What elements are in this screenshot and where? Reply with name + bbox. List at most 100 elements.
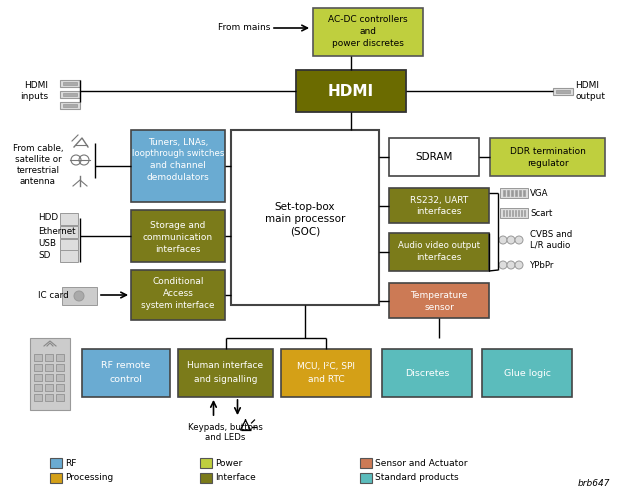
Bar — [131, 210, 225, 262]
Bar — [62, 287, 97, 305]
Text: MCU, I²C, SPI: MCU, I²C, SPI — [297, 361, 355, 370]
Bar — [56, 354, 64, 361]
Text: communication: communication — [143, 233, 213, 242]
Text: From mains: From mains — [218, 23, 270, 33]
Text: Scart: Scart — [530, 208, 553, 217]
Text: Discretes: Discretes — [405, 368, 449, 378]
Text: and RTC: and RTC — [308, 375, 344, 384]
Text: demodulators: demodulators — [147, 174, 210, 183]
Text: Keypads, buttons: Keypads, buttons — [188, 424, 263, 433]
Bar — [503, 190, 505, 196]
Bar — [521, 210, 522, 216]
Text: Ethernet: Ethernet — [38, 227, 75, 236]
Bar — [82, 349, 170, 397]
Text: HDMI
inputs: HDMI inputs — [20, 81, 48, 101]
Text: YPbPr: YPbPr — [530, 260, 555, 269]
Bar — [231, 130, 379, 305]
Text: Power: Power — [215, 458, 242, 467]
Circle shape — [515, 261, 523, 269]
Text: and LEDs: and LEDs — [205, 433, 246, 442]
Circle shape — [499, 261, 507, 269]
Text: interfaces: interfaces — [155, 245, 201, 253]
Bar — [60, 102, 80, 109]
Bar — [389, 283, 489, 318]
Bar — [313, 8, 423, 56]
Bar — [200, 473, 212, 483]
Bar — [389, 233, 489, 271]
Text: Interface: Interface — [215, 474, 256, 483]
Bar — [56, 384, 64, 391]
Bar — [524, 210, 525, 216]
Text: loopthrough switches: loopthrough switches — [132, 149, 224, 158]
Bar — [60, 91, 80, 98]
Bar — [490, 138, 605, 176]
Bar — [34, 354, 42, 361]
Text: IC card: IC card — [38, 291, 69, 299]
Bar — [56, 364, 64, 371]
Bar — [389, 138, 479, 176]
Bar — [382, 349, 472, 397]
Text: Glue logic: Glue logic — [503, 368, 551, 378]
Text: Sensor and Actuator: Sensor and Actuator — [375, 458, 468, 467]
Bar — [50, 458, 62, 468]
Bar — [389, 188, 489, 223]
Bar — [50, 473, 62, 483]
Bar — [45, 364, 53, 371]
Bar — [500, 188, 528, 198]
Text: Storage and: Storage and — [150, 220, 206, 230]
Text: and channel: and channel — [150, 161, 206, 170]
Text: HDMI: HDMI — [328, 84, 374, 99]
Bar — [503, 210, 504, 216]
Text: system interface: system interface — [141, 301, 215, 310]
Bar — [360, 473, 372, 483]
Bar — [506, 210, 507, 216]
Text: Conditional: Conditional — [153, 278, 204, 287]
Text: (SOC): (SOC) — [290, 227, 320, 237]
Bar — [45, 374, 53, 381]
Circle shape — [74, 291, 84, 301]
Text: brb647: brb647 — [577, 479, 610, 488]
Bar — [34, 364, 42, 371]
Bar — [56, 374, 64, 381]
Bar — [34, 384, 42, 391]
Bar — [63, 93, 77, 96]
Bar — [512, 210, 513, 216]
Bar — [515, 210, 516, 216]
Bar — [518, 210, 519, 216]
Text: USB: USB — [38, 240, 56, 248]
Text: power discretes: power discretes — [332, 40, 404, 49]
Bar — [178, 349, 273, 397]
Text: regulator: regulator — [527, 159, 568, 168]
Bar — [60, 250, 78, 262]
Text: and: and — [360, 28, 377, 37]
Bar — [553, 88, 573, 95]
Text: interfaces: interfaces — [417, 253, 461, 262]
Bar — [556, 90, 570, 93]
Text: HDMI
output: HDMI output — [575, 81, 605, 101]
Bar — [30, 338, 70, 410]
Text: CVBS and
L/R audio: CVBS and L/R audio — [530, 230, 572, 249]
Bar — [482, 349, 572, 397]
Bar — [60, 80, 80, 87]
Text: Set-top-box: Set-top-box — [275, 202, 335, 212]
Text: and signalling: and signalling — [194, 375, 257, 384]
Text: SDRAM: SDRAM — [415, 152, 453, 162]
Bar — [511, 190, 513, 196]
Circle shape — [515, 236, 523, 244]
Bar — [34, 374, 42, 381]
Bar — [281, 349, 371, 397]
Bar — [360, 458, 372, 468]
Bar — [509, 210, 510, 216]
Bar — [131, 130, 225, 202]
Bar — [34, 394, 42, 401]
Text: RF: RF — [65, 458, 77, 467]
Text: VGA: VGA — [530, 189, 549, 198]
Bar — [131, 270, 225, 320]
Bar — [45, 384, 53, 391]
Bar — [296, 70, 406, 112]
Bar — [63, 104, 77, 107]
Bar — [507, 190, 509, 196]
Text: AC-DC controllers: AC-DC controllers — [328, 15, 408, 24]
Circle shape — [507, 236, 515, 244]
Text: main processor: main processor — [265, 214, 345, 225]
